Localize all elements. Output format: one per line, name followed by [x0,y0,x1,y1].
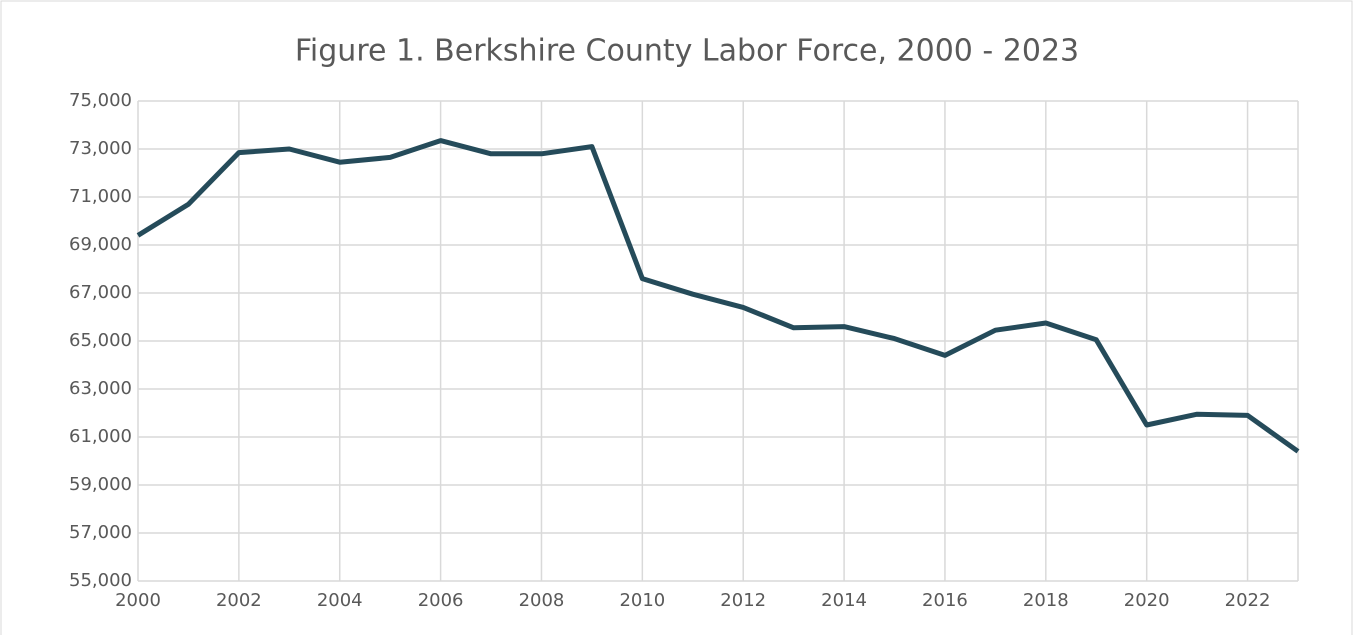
x-tick-label: 2012 [720,590,766,611]
x-tick-label: 2010 [619,590,665,611]
x-tick-label: 2000 [115,590,161,611]
x-tick-label: 2018 [1023,590,1069,611]
y-tick-label: 55,000 [69,570,132,591]
x-tick-label: 2008 [519,590,565,611]
x-tick-label: 2014 [821,590,867,611]
y-tick-label: 71,000 [69,186,132,207]
y-tick-label: 59,000 [69,474,132,495]
y-tick-label: 67,000 [69,282,132,303]
line-series [136,138,1300,454]
x-tick-label: 2002 [216,590,262,611]
x-tick-label: 2022 [1225,590,1271,611]
y-tick-label: 57,000 [69,522,132,543]
y-tick-label: 65,000 [69,330,132,351]
y-tick-label: 75,000 [69,90,132,111]
x-tick-label: 2006 [418,590,464,611]
y-tick-label: 61,000 [69,426,132,447]
x-tick-label: 2020 [1124,590,1170,611]
y-tick-label: 63,000 [69,378,132,399]
x-tick-label: 2016 [922,590,968,611]
y-tick-label: 73,000 [69,138,132,159]
chart-title: Figure 1. Berkshire County Labor Force, … [295,34,1079,69]
x-tick-label: 2004 [317,590,363,611]
y-tick-label: 69,000 [69,234,132,255]
